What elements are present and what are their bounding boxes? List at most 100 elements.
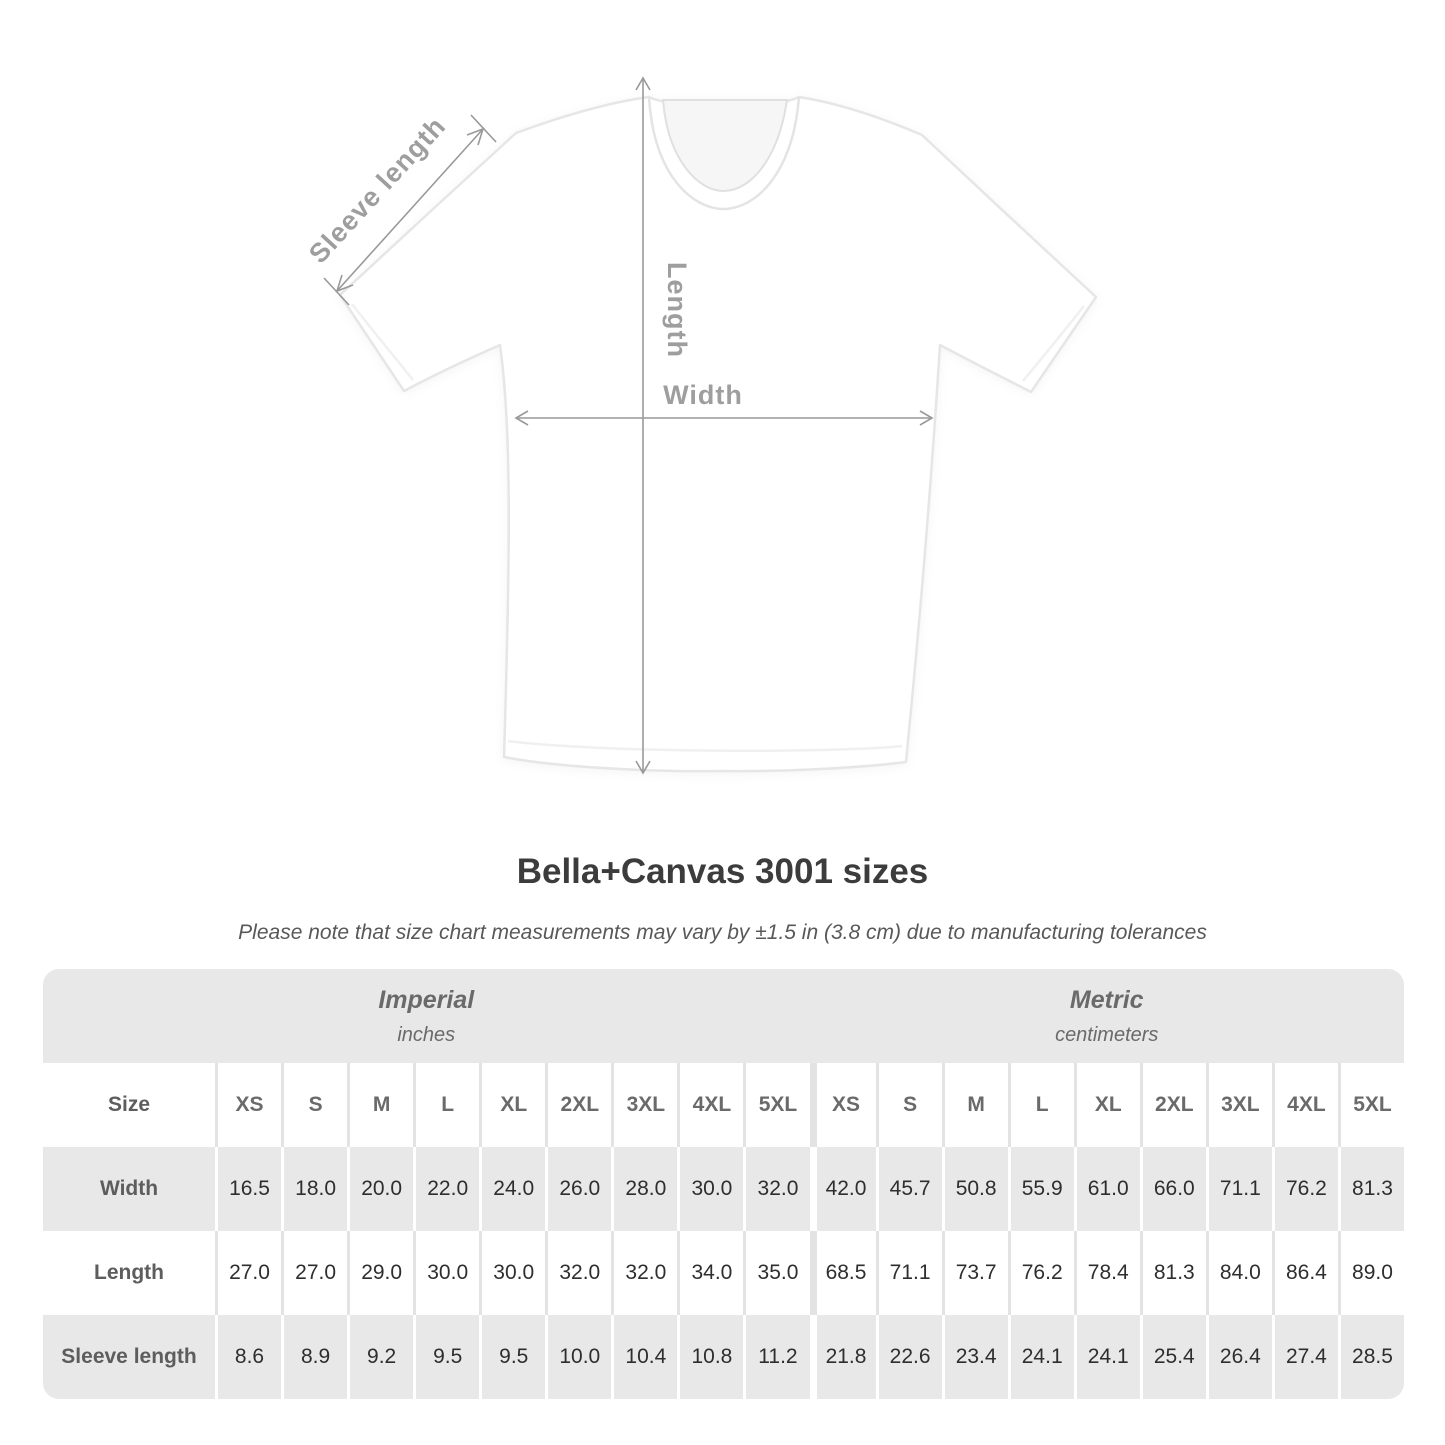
table-cell: 66.0 — [1139, 1147, 1206, 1231]
hem-seam — [507, 739, 903, 752]
size-column-header: L — [413, 1063, 479, 1147]
table-cell: 35.0 — [743, 1231, 809, 1315]
row-label: Width — [99, 1177, 159, 1200]
table-cell: 26.0 — [545, 1147, 611, 1231]
table-cell: 18.0 — [281, 1147, 347, 1231]
table-cell: 20.0 — [347, 1147, 413, 1231]
table-cell: 55.9 — [1007, 1147, 1074, 1231]
table-cell: 25.4 — [1139, 1315, 1206, 1399]
table-row-length: Length 27.0 27.0 29.0 30.0 30.0 32.0 32.… — [43, 1231, 1404, 1315]
imperial-unit: inches — [397, 1023, 456, 1046]
table-cell: 22.0 — [413, 1147, 479, 1231]
dimension-lines — [323, 76, 934, 775]
table-cell: 11.2 — [743, 1315, 809, 1399]
right-cuff-seam — [1022, 305, 1085, 382]
page-subtitle: Please note that size chart measurements… — [238, 921, 1207, 944]
size-column-header: M — [941, 1063, 1008, 1147]
left-cuff-seam — [351, 303, 414, 381]
table-cell: 78.4 — [1073, 1231, 1140, 1315]
table-cell: 30.0 — [413, 1231, 479, 1315]
size-row-label: Size — [107, 1093, 151, 1116]
table-cell: 32.0 — [611, 1231, 677, 1315]
table-cell: 45.7 — [875, 1147, 942, 1231]
table-cell: 10.8 — [677, 1315, 743, 1399]
size-column-header: XL — [479, 1063, 545, 1147]
size-column-header: XS — [809, 1063, 876, 1147]
table-cell: 28.0 — [611, 1147, 677, 1231]
tshirt-diagram-svg: Sleeve length Length Width — [303, 76, 1098, 775]
table-cell: 24.1 — [1007, 1315, 1074, 1399]
tshirt-illustration — [338, 95, 1098, 773]
table-cell: 23.4 — [941, 1315, 1008, 1399]
table-unit-header: Imperial inches Metric centimeters — [43, 969, 1404, 1063]
size-column-header: M — [347, 1063, 413, 1147]
table-cell: 16.5 — [215, 1147, 281, 1231]
table-row-sleeve-length: Sleeve length 8.6 8.9 9.2 9.5 9.5 10.0 1… — [43, 1315, 1404, 1399]
size-column-header: 3XL — [611, 1063, 677, 1147]
table-cell: 81.3 — [1337, 1147, 1404, 1231]
size-column-header: L — [1007, 1063, 1074, 1147]
size-column-header: 2XL — [1139, 1063, 1206, 1147]
table-cell: 28.5 — [1337, 1315, 1404, 1399]
size-column-header: XL — [1073, 1063, 1140, 1147]
table-cell: 24.1 — [1073, 1315, 1140, 1399]
imperial-label: Imperial — [378, 985, 475, 1014]
width-label: Width — [663, 380, 743, 410]
imperial-header: Imperial inches — [43, 969, 810, 1063]
size-column-header: 4XL — [1271, 1063, 1338, 1147]
size-column-header: 3XL — [1205, 1063, 1272, 1147]
size-column-header: S — [875, 1063, 942, 1147]
table-cell: 32.0 — [743, 1147, 809, 1231]
table-cell: 42.0 — [809, 1147, 876, 1231]
size-column-header: 4XL — [677, 1063, 743, 1147]
metric-label: Metric — [1069, 985, 1144, 1014]
row-label: Sleeve length — [61, 1345, 197, 1368]
table-cell: 71.1 — [1205, 1147, 1272, 1231]
table-cell: 73.7 — [941, 1231, 1008, 1315]
table-cell: 10.4 — [611, 1315, 677, 1399]
tshirt-measurement-diagram: Sleeve length Length Width — [303, 76, 1098, 775]
table-cell: 30.0 — [479, 1231, 545, 1315]
table-cell: 32.0 — [545, 1231, 611, 1315]
table-cell: 34.0 — [677, 1231, 743, 1315]
size-table: Imperial inches Metric centimeters Size … — [43, 969, 1404, 1399]
table-cell: 27.4 — [1271, 1315, 1338, 1399]
table-cell: 84.0 — [1205, 1231, 1272, 1315]
table-cell: 10.0 — [545, 1315, 611, 1399]
size-column-header: XS — [215, 1063, 281, 1147]
table-cell: 9.2 — [347, 1315, 413, 1399]
size-header-row: Size XS S M L XL 2XL 3XL 4XL 5XL XS S M … — [43, 1063, 1404, 1147]
size-column-header: 5XL — [1337, 1063, 1404, 1147]
table-cell: 30.0 — [677, 1147, 743, 1231]
table-cell: 89.0 — [1337, 1231, 1404, 1315]
metric-header: Metric centimeters — [810, 969, 1405, 1063]
table-cell: 27.0 — [281, 1231, 347, 1315]
width-arrow — [514, 410, 934, 426]
table-cell: 71.1 — [875, 1231, 942, 1315]
length-arrow — [635, 76, 651, 775]
table-cell: 9.5 — [479, 1315, 545, 1399]
table-cell: 61.0 — [1073, 1147, 1140, 1231]
table-cell: 29.0 — [347, 1231, 413, 1315]
table-cell: 68.5 — [809, 1231, 876, 1315]
collar-outer — [647, 96, 801, 211]
table-cell: 76.2 — [1271, 1147, 1338, 1231]
tshirt-outline — [338, 95, 1098, 773]
page-title: Bella+Canvas 3001 sizes — [516, 852, 929, 891]
table-cell: 24.0 — [479, 1147, 545, 1231]
metric-unit: centimeters — [1055, 1023, 1159, 1046]
table-cell: 21.8 — [809, 1315, 876, 1399]
table-cell: 50.8 — [941, 1147, 1008, 1231]
table-cell: 86.4 — [1271, 1231, 1338, 1315]
table-cell: 27.0 — [215, 1231, 281, 1315]
table-cell: 26.4 — [1205, 1315, 1272, 1399]
table-cell: 8.6 — [215, 1315, 281, 1399]
table-cell: 9.5 — [413, 1315, 479, 1399]
size-column-header: S — [281, 1063, 347, 1147]
table-cell: 76.2 — [1007, 1231, 1074, 1315]
table-cell: 22.6 — [875, 1315, 942, 1399]
row-label: Length — [94, 1261, 164, 1284]
size-column-header: 2XL — [545, 1063, 611, 1147]
size-column-header: 5XL — [743, 1063, 809, 1147]
sleeve-length-arrow — [323, 114, 497, 306]
